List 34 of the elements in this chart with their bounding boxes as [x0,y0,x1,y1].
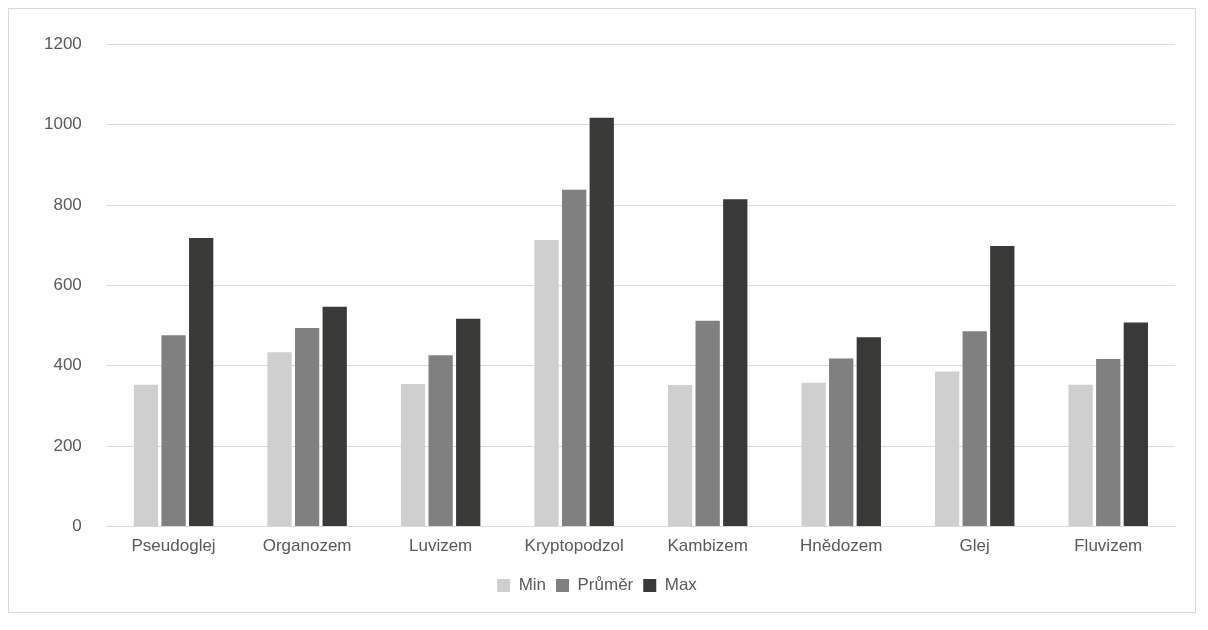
bar [1123,322,1148,527]
bar [294,328,320,527]
bar [428,355,453,527]
legend-label: Min [518,575,547,595]
y-tick-label: 400 [53,355,82,375]
y-tick-label: 0 [72,516,82,536]
y-tick-label: 1200 [43,33,82,53]
bar [723,199,748,527]
x-tick-label: Luvizem [408,536,473,556]
x-tick-label: Organozem [262,536,352,556]
x-tick-label: Pseudoglej [131,536,216,556]
x-tick-label: Fluvizem [1074,536,1143,556]
bar [189,237,214,527]
bar [562,189,587,527]
legend-label: Max [664,575,698,595]
y-tick-label: 1000 [43,114,82,134]
x-tick-label: Kryptopodzol [524,536,624,556]
x-tick-label: Glej [959,536,990,556]
bar [695,320,720,527]
bar [990,246,1015,527]
x-tick-label: Hnědozem [800,536,883,556]
y-tick-label: 600 [53,275,82,295]
bar [589,117,614,527]
bar [161,335,186,527]
legend-label: Průměr [577,575,634,595]
bar [322,306,347,527]
bar [856,337,881,527]
bar [962,331,987,527]
bar [1096,358,1121,527]
y-tick-label: 200 [53,435,82,455]
x-tick-label: Kambizem [667,536,748,556]
y-tick-label: 800 [53,194,82,214]
bar [829,358,854,527]
bar [456,318,481,527]
